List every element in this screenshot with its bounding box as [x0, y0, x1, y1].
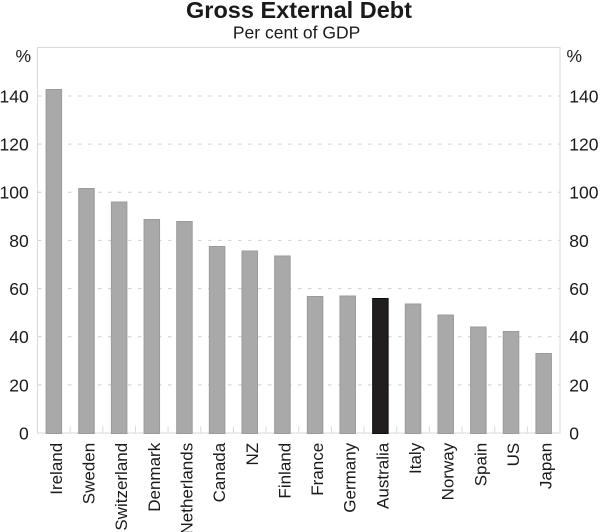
svg-text:Germany: Germany [341, 442, 360, 512]
svg-text:Finland: Finland [275, 443, 294, 499]
svg-text:0: 0 [19, 423, 29, 443]
svg-text:120: 120 [0, 135, 29, 155]
svg-text:20: 20 [569, 375, 589, 395]
svg-text:%: % [567, 46, 583, 66]
svg-text:Italy: Italy [406, 442, 425, 474]
svg-text:140: 140 [569, 86, 598, 106]
svg-text:100: 100 [569, 183, 598, 203]
svg-text:0: 0 [569, 423, 579, 443]
svg-text:Canada: Canada [210, 442, 229, 502]
svg-text:Denmark: Denmark [145, 442, 164, 511]
svg-text:France: France [308, 443, 327, 496]
svg-text:Netherlands: Netherlands [177, 443, 196, 532]
svg-text:60: 60 [569, 279, 589, 299]
svg-text:20: 20 [9, 375, 29, 395]
svg-text:Japan: Japan [537, 443, 556, 489]
svg-text:Australia: Australia [373, 442, 392, 509]
svg-text:Switzerland: Switzerland [112, 443, 131, 531]
svg-text:40: 40 [569, 327, 589, 347]
svg-text:60: 60 [9, 279, 29, 299]
svg-text:Spain: Spain [471, 443, 490, 486]
svg-text:100: 100 [0, 183, 29, 203]
svg-text:Gross External Debt: Gross External Debt [186, 0, 412, 23]
svg-text:Sweden: Sweden [79, 443, 98, 504]
svg-text:NZ: NZ [243, 443, 262, 466]
svg-text:Per cent of GDP: Per cent of GDP [233, 22, 360, 42]
svg-text:US: US [504, 443, 523, 467]
svg-text:140: 140 [0, 86, 29, 106]
svg-text:120: 120 [569, 135, 598, 155]
svg-text:Ireland: Ireland [47, 443, 66, 495]
svg-text:Norway: Norway [439, 442, 458, 500]
svg-text:%: % [15, 46, 31, 66]
svg-text:80: 80 [569, 231, 589, 251]
svg-text:40: 40 [9, 327, 29, 347]
svg-text:80: 80 [9, 231, 29, 251]
